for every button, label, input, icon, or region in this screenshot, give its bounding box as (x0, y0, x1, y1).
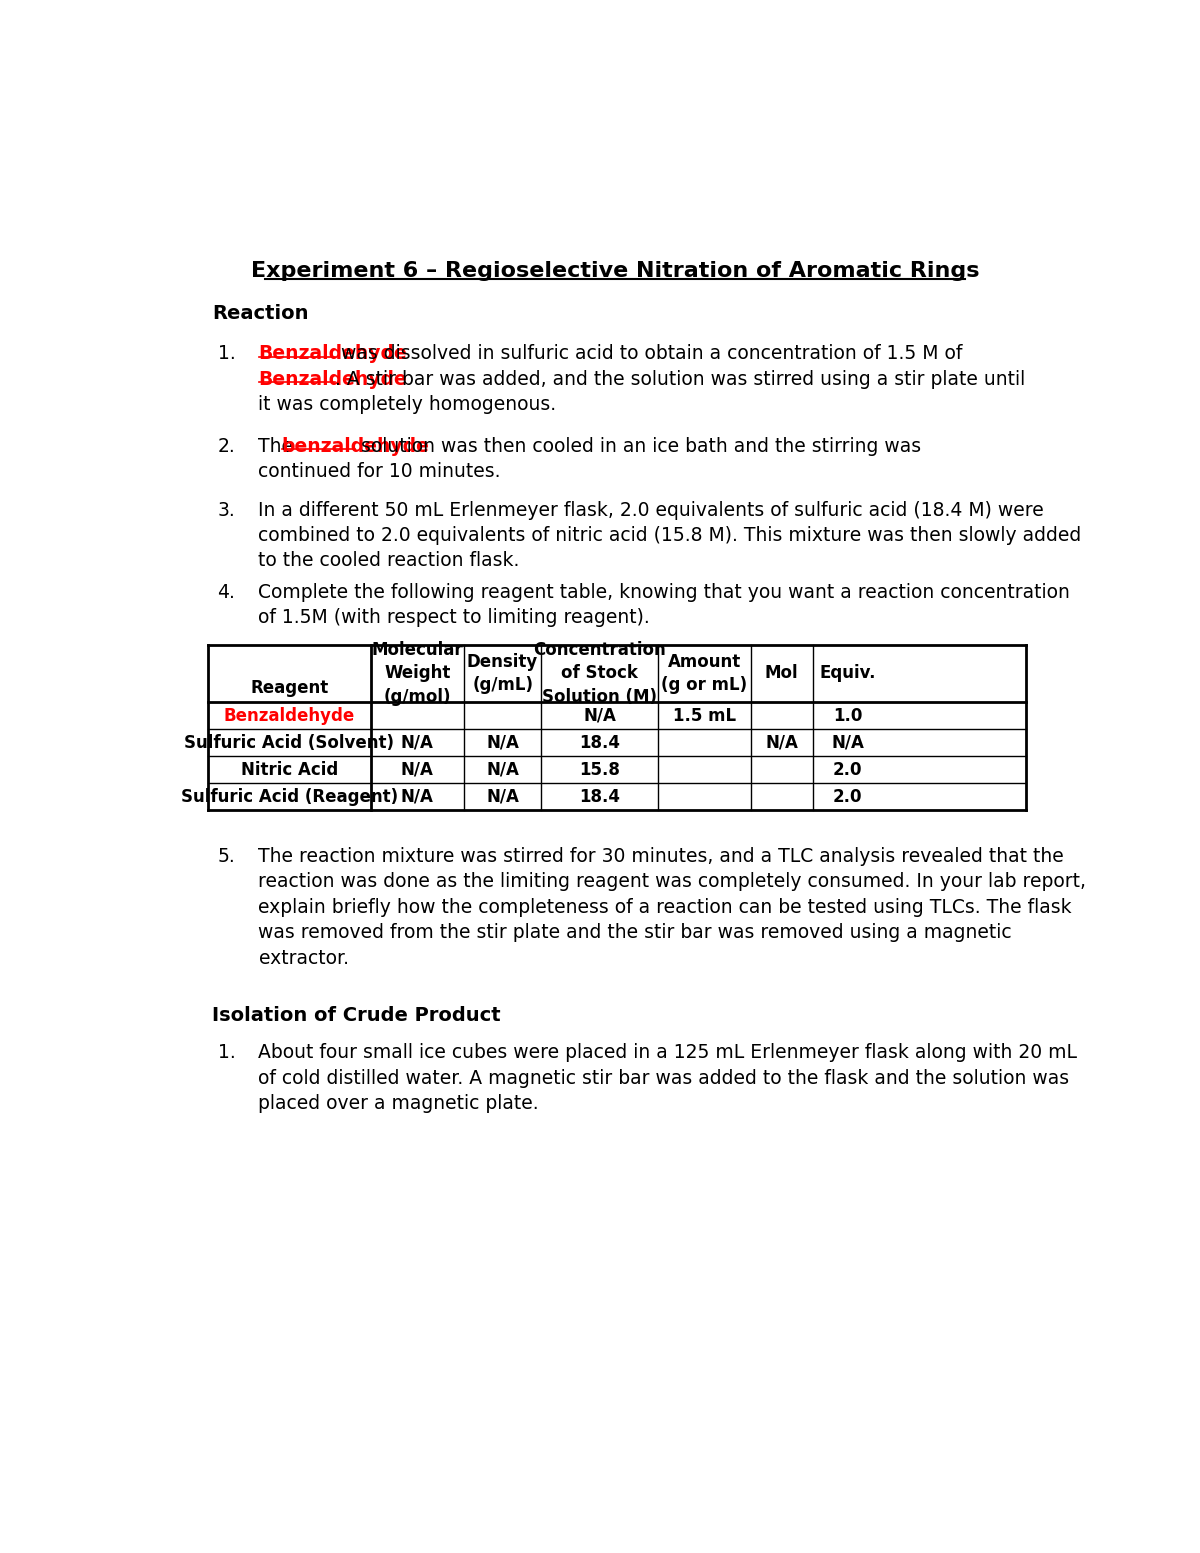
Text: solution was then cooled in an ice bath and the stirring was: solution was then cooled in an ice bath … (355, 436, 922, 455)
Text: 3.: 3. (217, 500, 235, 520)
Text: Sulfuric Acid (Reagent): Sulfuric Acid (Reagent) (181, 787, 398, 806)
Text: continued for 10 minutes.: continued for 10 minutes. (258, 463, 502, 481)
Text: N/A: N/A (401, 787, 434, 806)
Text: In a different 50 mL Erlenmeyer flask, 2.0 equivalents of sulfuric acid (18.4 M): In a different 50 mL Erlenmeyer flask, 2… (258, 500, 1044, 520)
Text: N/A: N/A (486, 787, 520, 806)
Text: Complete the following reagent table, knowing that you want a reaction concentra: Complete the following reagent table, kn… (258, 582, 1070, 603)
Text: Reagent: Reagent (251, 679, 329, 697)
Text: Reaction: Reaction (212, 304, 308, 323)
Text: 15.8: 15.8 (580, 761, 620, 778)
Text: Molecular
Weight
(g/mol): Molecular Weight (g/mol) (372, 641, 463, 707)
Text: N/A: N/A (486, 733, 520, 752)
Text: N/A: N/A (486, 761, 520, 778)
Text: The: The (258, 436, 300, 455)
Text: benzaldehyde: benzaldehyde (282, 436, 430, 455)
Text: Benzaldehyde: Benzaldehyde (258, 370, 407, 388)
Text: was removed from the stir plate and the stir bar was removed using a magnetic: was removed from the stir plate and the … (258, 922, 1012, 943)
Text: Mol: Mol (764, 665, 798, 682)
Text: N/A: N/A (832, 733, 864, 752)
Text: Benzaldehyde: Benzaldehyde (258, 345, 407, 363)
Text: 18.4: 18.4 (580, 787, 620, 806)
Text: The reaction mixture was stirred for 30 minutes, and a TLC analysis revealed tha: The reaction mixture was stirred for 30 … (258, 846, 1064, 867)
Text: 2.0: 2.0 (833, 787, 863, 806)
Text: it was completely homogenous.: it was completely homogenous. (258, 394, 557, 415)
Text: placed over a magnetic plate.: placed over a magnetic plate. (258, 1095, 539, 1114)
Text: N/A: N/A (766, 733, 798, 752)
Text: of 1.5M (with respect to limiting reagent).: of 1.5M (with respect to limiting reagen… (258, 609, 650, 627)
Text: 1.: 1. (217, 1044, 235, 1062)
Text: Nitric Acid: Nitric Acid (241, 761, 338, 778)
Text: of cold distilled water. A magnetic stir bar was added to the flask and the solu: of cold distilled water. A magnetic stir… (258, 1068, 1069, 1087)
Text: 1.0: 1.0 (833, 707, 862, 725)
Text: N/A: N/A (583, 707, 616, 725)
Text: 4.: 4. (217, 582, 235, 603)
Text: Amount
(g or mL): Amount (g or mL) (661, 652, 748, 694)
Text: 2.: 2. (217, 436, 235, 455)
Text: to the cooled reaction flask.: to the cooled reaction flask. (258, 551, 520, 570)
Text: explain briefly how the completeness of a reaction can be tested using TLCs. The: explain briefly how the completeness of … (258, 898, 1072, 916)
Text: combined to 2.0 equivalents of nitric acid (15.8 M). This mixture was then slowl: combined to 2.0 equivalents of nitric ac… (258, 526, 1081, 545)
Text: was dissolved in sulfuric acid to obtain a concentration of 1.5 M of: was dissolved in sulfuric acid to obtain… (335, 345, 962, 363)
Text: Experiment 6 – Regioselective Nitration of Aromatic Rings: Experiment 6 – Regioselective Nitration … (251, 261, 979, 281)
Text: . A stir bar was added, and the solution was stirred using a stir plate until: . A stir bar was added, and the solution… (335, 370, 1026, 388)
Text: 2.0: 2.0 (833, 761, 863, 778)
Text: Sulfuric Acid (Solvent): Sulfuric Acid (Solvent) (185, 733, 395, 752)
Text: reaction was done as the limiting reagent was completely consumed. In your lab r: reaction was done as the limiting reagen… (258, 873, 1086, 891)
Text: 1.: 1. (217, 345, 235, 363)
Text: Density
(g/mL): Density (g/mL) (467, 652, 539, 694)
Text: extractor.: extractor. (258, 949, 348, 968)
Text: 5.: 5. (217, 846, 235, 867)
Text: 1.5 mL: 1.5 mL (672, 707, 736, 725)
Text: 18.4: 18.4 (580, 733, 620, 752)
Text: Isolation of Crude Product: Isolation of Crude Product (212, 1006, 500, 1025)
Text: Equiv.: Equiv. (820, 665, 876, 682)
Text: Concentration
of Stock
Solution (M): Concentration of Stock Solution (M) (533, 641, 666, 707)
Text: Benzaldehyde: Benzaldehyde (224, 707, 355, 725)
Text: N/A: N/A (401, 761, 434, 778)
Text: About four small ice cubes were placed in a 125 mL Erlenmeyer flask along with 2: About four small ice cubes were placed i… (258, 1044, 1078, 1062)
Text: N/A: N/A (401, 733, 434, 752)
